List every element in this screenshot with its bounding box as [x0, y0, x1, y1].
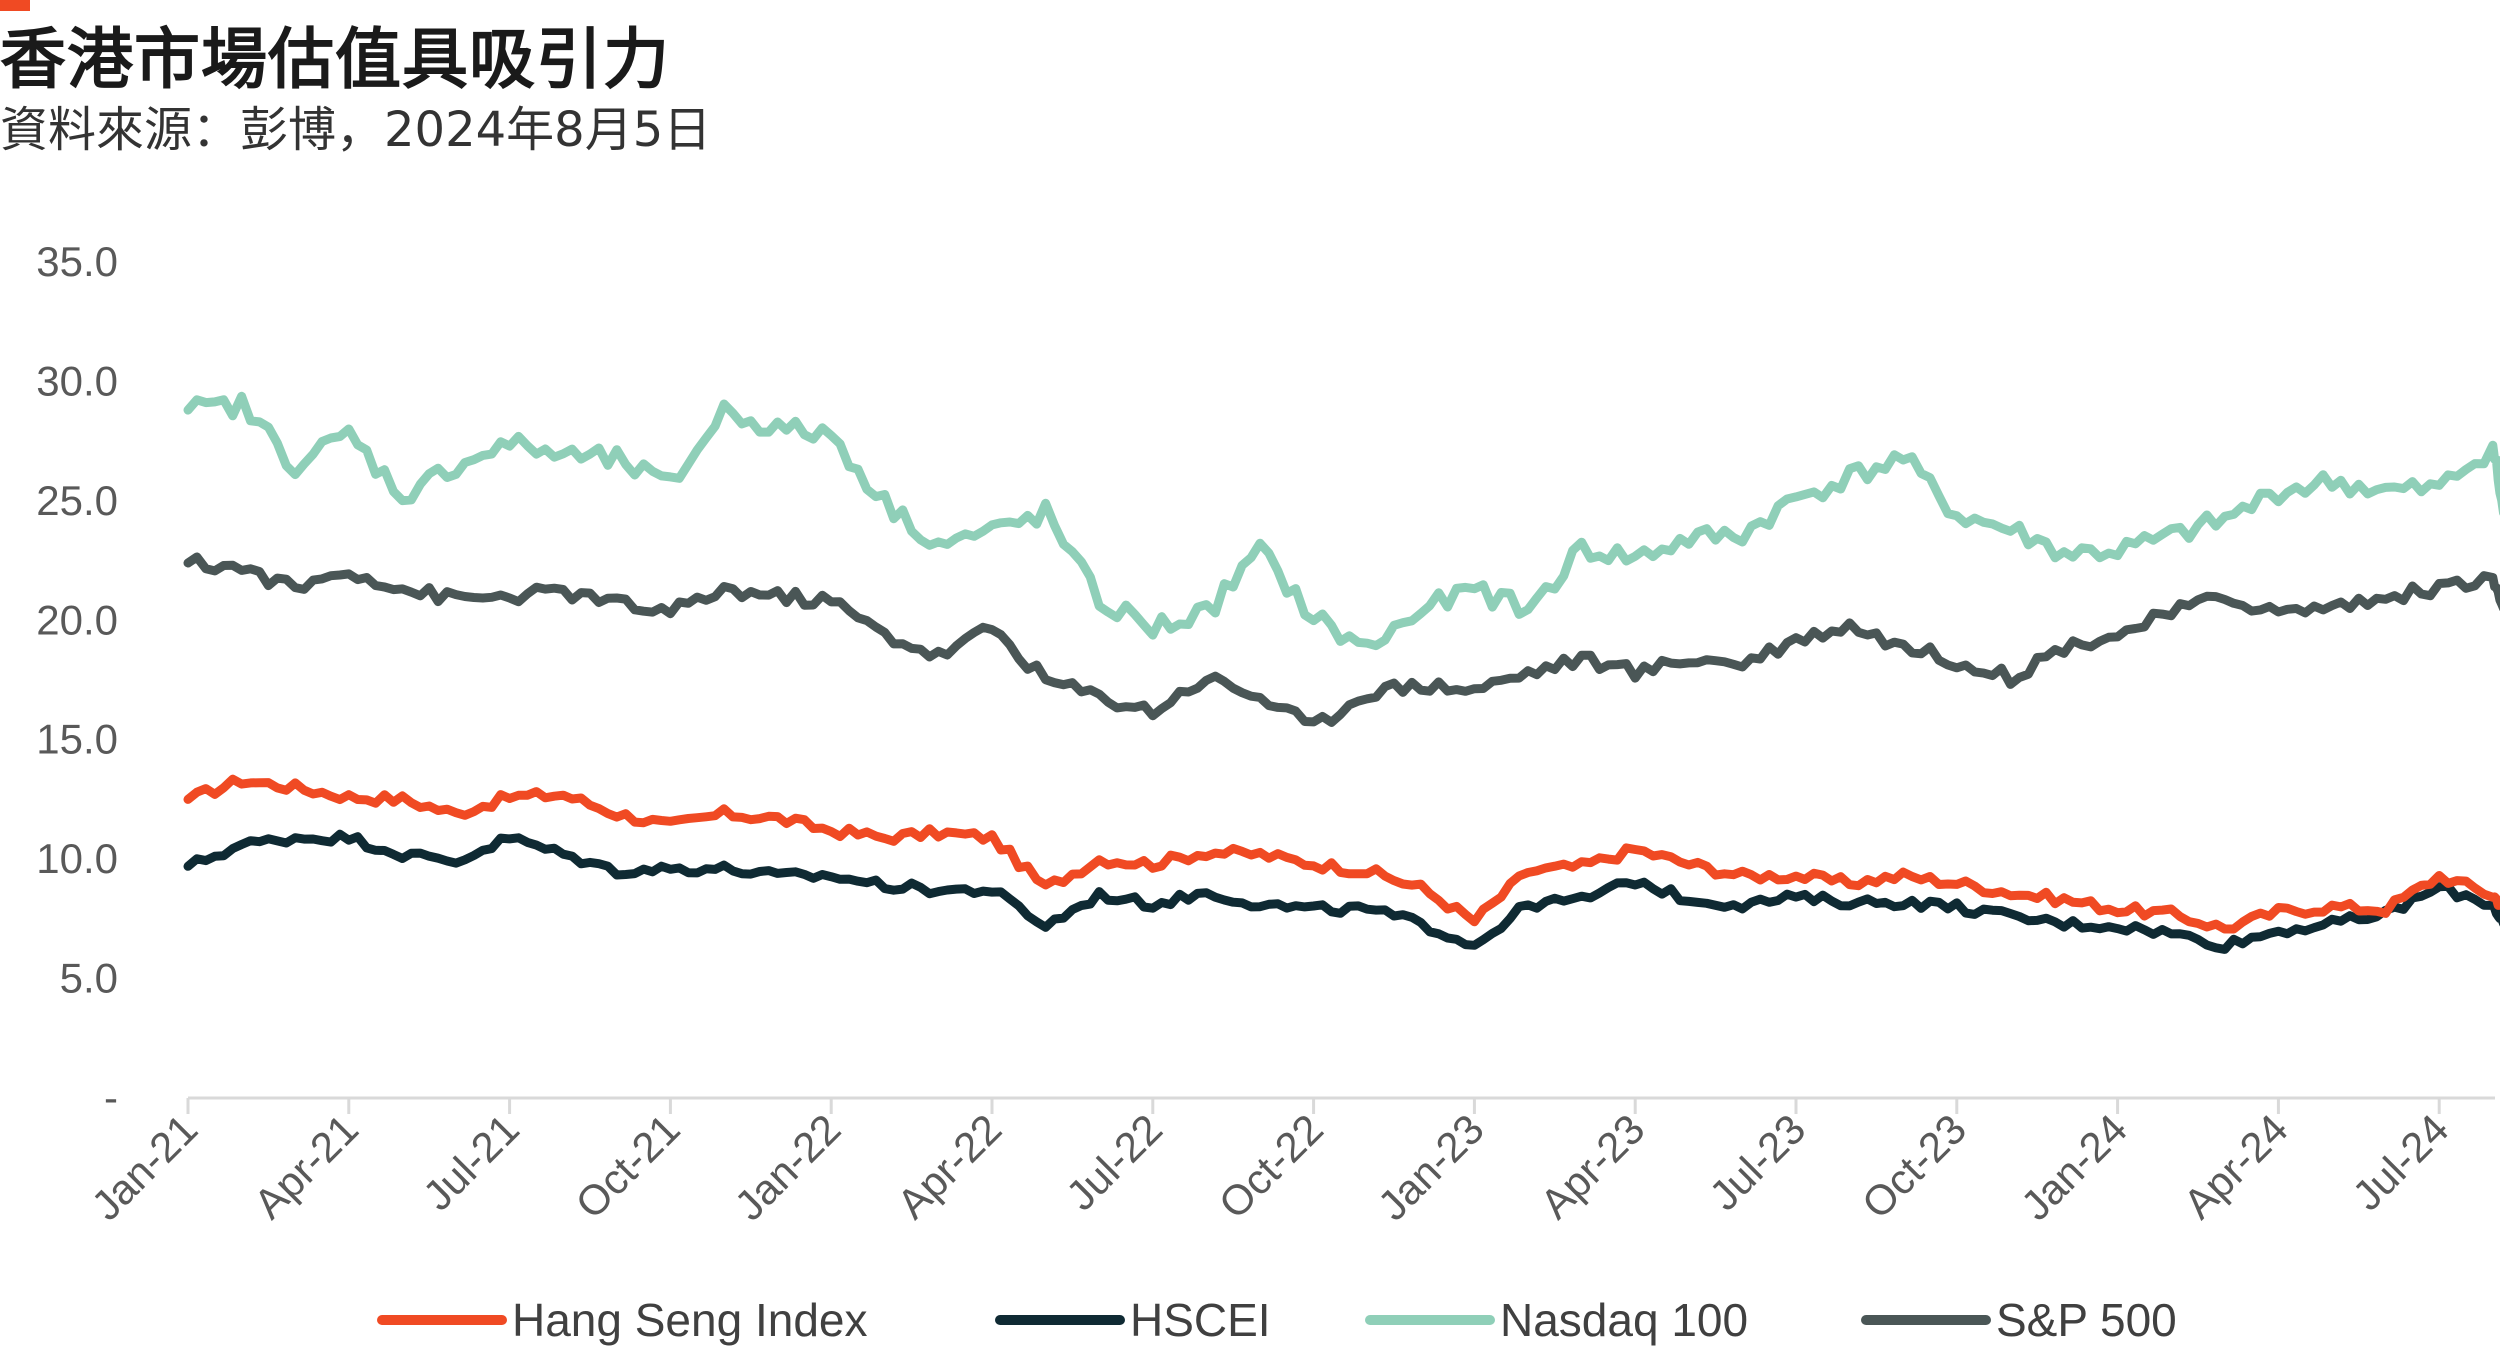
y-tick-label: 35.0 [36, 238, 118, 285]
y-axis: - 5.0 10.0 15.0 20.0 25.0 30.0 35.0 [36, 238, 118, 1121]
x-axis: Jan-21 Apr-21 Jul-21 Oct-21 Jan-22 Apr-22 Jul-… [82, 1096, 2495, 1229]
x-tick-label: Jan-24 [2012, 1105, 2136, 1229]
legend-label: S&P 500 [1996, 1294, 2177, 1346]
x-tick-label: Apr-23 [1531, 1105, 1653, 1227]
x-tick-label: Oct-23 [1853, 1105, 1975, 1227]
y-tick-label: 20.0 [36, 596, 118, 643]
x-tick-label: Apr-22 [888, 1105, 1010, 1227]
y-tick-label: 10.0 [36, 835, 118, 882]
x-tick-label: Jul-21 [414, 1105, 528, 1219]
chart-title: 香港市場估值具吸引力 [0, 21, 670, 98]
legend-label: Hang Seng Index [512, 1294, 868, 1346]
series-line-hscei [183, 829, 2500, 954]
series-line-hang-seng-index [183, 774, 2500, 934]
y-tick-label: 5.0 [60, 955, 118, 1002]
x-tick-label: Jan-22 [726, 1105, 850, 1229]
y-tick-label: - [104, 1074, 118, 1121]
x-tick-label: Jan-23 [1369, 1105, 1493, 1229]
x-tick-label: Jul-23 [1700, 1105, 1814, 1219]
series-line-s-p-500 [183, 552, 2500, 727]
y-tick-label: 30.0 [36, 357, 118, 404]
x-tick-label: Apr-24 [2174, 1105, 2296, 1227]
legend: Hang Seng Index HSCEI Nasdaq 100 S&P 500 [377, 1294, 2177, 1346]
series-layer [183, 391, 2500, 954]
title-accent-bar [0, 0, 30, 11]
y-tick-label: 25.0 [36, 477, 118, 524]
y-tick-label: 15.0 [36, 716, 118, 763]
x-tick-label: Oct-21 [566, 1105, 688, 1227]
x-tick-label: Jul-22 [1057, 1105, 1171, 1219]
series-line-nasdaq-100 [183, 391, 2500, 651]
x-tick-label: Oct-22 [1210, 1105, 1332, 1227]
x-tick-label: Apr-21 [245, 1105, 367, 1227]
legend-label: Nasdaq 100 [1500, 1294, 1748, 1346]
x-tick-label: Jul-24 [2343, 1105, 2457, 1219]
chart-source: 資料來源：彭博，2024年8月5日 [0, 102, 712, 158]
legend-label: HSCEI [1130, 1294, 1271, 1346]
x-tick-label: Jan-21 [82, 1105, 206, 1229]
